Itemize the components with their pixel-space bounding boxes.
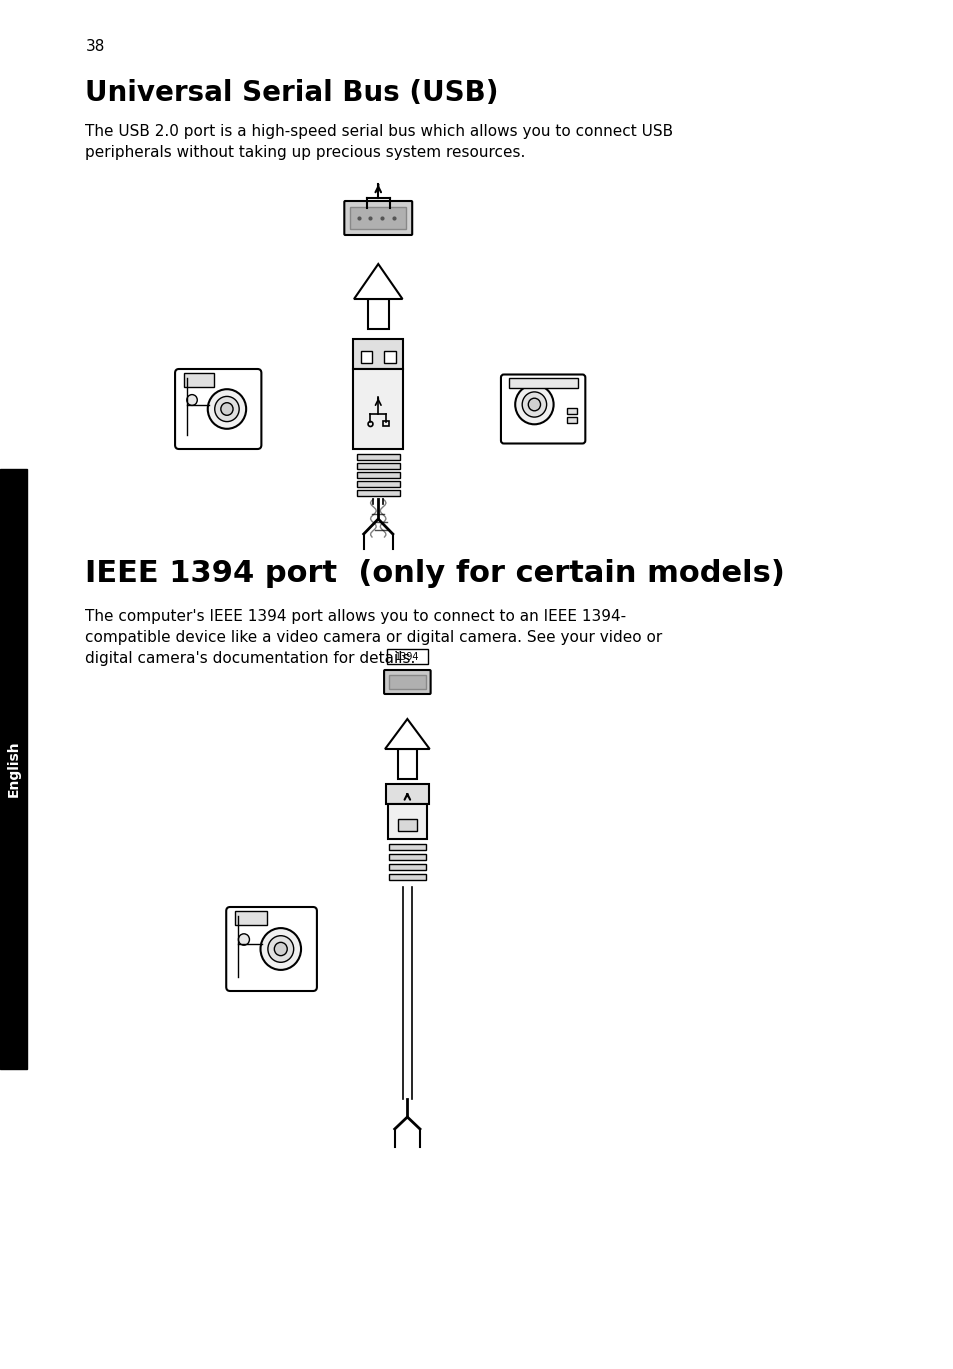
Bar [397,749,416,779]
Bar [387,205,393,211]
Bar [384,350,395,363]
Circle shape [214,397,239,422]
Bar [389,873,425,880]
FancyBboxPatch shape [226,908,316,991]
Circle shape [521,392,546,418]
Text: IEEE 1394 port  (only for certain models): IEEE 1394 port (only for certain models) [85,559,784,589]
Circle shape [528,398,540,411]
Bar [184,372,214,386]
Circle shape [274,942,287,956]
Bar [350,207,406,229]
Text: The computer's IEEE 1394 port allows you to connect to an IEEE 1394-
compatible : The computer's IEEE 1394 port allows you… [85,609,662,665]
Bar [367,298,389,329]
Bar [353,370,403,449]
Bar [383,422,389,426]
Polygon shape [385,719,429,749]
Bar [387,649,427,664]
Bar [566,408,577,413]
Bar [360,350,372,363]
Circle shape [187,394,197,405]
Bar [388,804,426,839]
FancyBboxPatch shape [384,669,430,694]
Bar [389,864,425,871]
Bar [356,472,399,478]
Text: 38: 38 [85,38,105,53]
FancyBboxPatch shape [500,375,585,444]
Circle shape [208,389,246,428]
Circle shape [515,385,553,424]
Bar [356,490,399,496]
Bar [356,463,399,470]
Circle shape [268,935,294,962]
Bar [389,675,425,689]
Bar [386,784,428,804]
Bar [353,340,403,370]
Text: 1394: 1394 [395,652,419,661]
Text: English: English [7,741,21,797]
Bar [356,481,399,487]
Bar [0,470,27,1069]
Polygon shape [354,264,402,298]
Bar [356,455,399,460]
Circle shape [238,934,249,945]
FancyBboxPatch shape [175,370,261,449]
Bar [234,910,267,925]
Bar [508,378,577,389]
Text: The USB 2.0 port is a high-speed serial bus which allows you to connect USB
peri: The USB 2.0 port is a high-speed serial … [85,125,673,160]
Bar [389,845,425,850]
Circle shape [260,928,301,969]
Circle shape [220,402,233,415]
Bar [389,854,425,860]
Bar [397,819,416,831]
Text: Universal Serial Bus (USB): Universal Serial Bus (USB) [85,79,498,107]
FancyBboxPatch shape [344,201,412,235]
Bar [566,418,577,423]
